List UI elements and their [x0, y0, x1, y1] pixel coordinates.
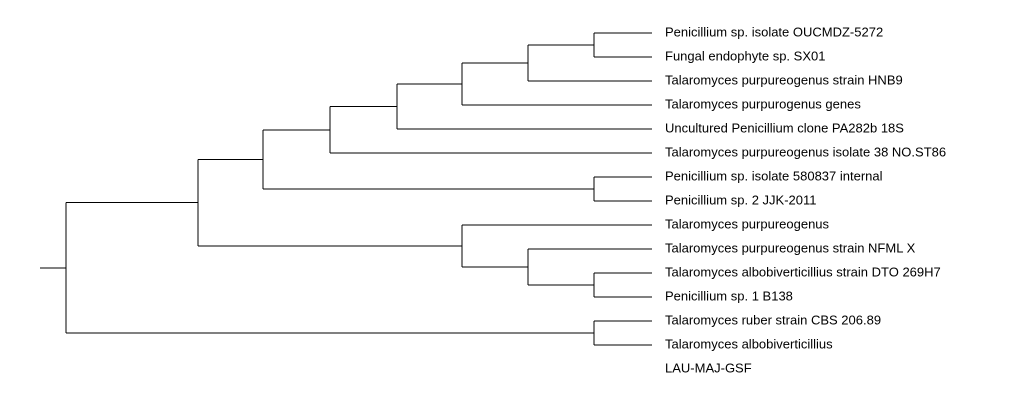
leaf-label-14: Talaromyces albobiverticillius	[665, 336, 833, 351]
leaf-label-8: Penicillium sp. 2 JJK-2011	[665, 192, 817, 207]
tree-branches	[40, 32, 652, 346]
leaf-label-13: Talaromyces ruber strain CBS 206.89	[665, 312, 881, 327]
leaf-labels: Penicillium sp. isolate OUCMDZ-5272 Fung…	[665, 24, 946, 375]
leaf-label-2: Fungal endophyte sp. SX01	[665, 48, 825, 63]
leaf-label-15: LAU-MAJ-GSF	[665, 360, 752, 375]
leaf-label-11: Talaromyces albobiverticillius strain DT…	[665, 264, 941, 279]
leaf-label-3: Talaromyces purpureogenus strain HNB9	[665, 72, 903, 87]
leaf-label-5: Uncultured Penicillium clone PA282b 18S	[665, 120, 904, 135]
leaf-label-12: Penicillium sp. 1 B138	[665, 288, 793, 303]
leaf-label-4: Talaromyces purpurogenus genes	[665, 96, 861, 111]
leaf-label-1: Penicillium sp. isolate OUCMDZ-5272	[665, 24, 883, 39]
leaf-label-10: Talaromyces purpureogenus strain NFML X	[665, 240, 916, 255]
leaf-label-9: Talaromyces purpureogenus	[665, 216, 830, 231]
leaf-label-7: Penicillium sp. isolate 580837 internal	[665, 168, 883, 183]
leaf-label-6: Talaromyces purpureogenus isolate 38 NO.…	[665, 144, 946, 159]
